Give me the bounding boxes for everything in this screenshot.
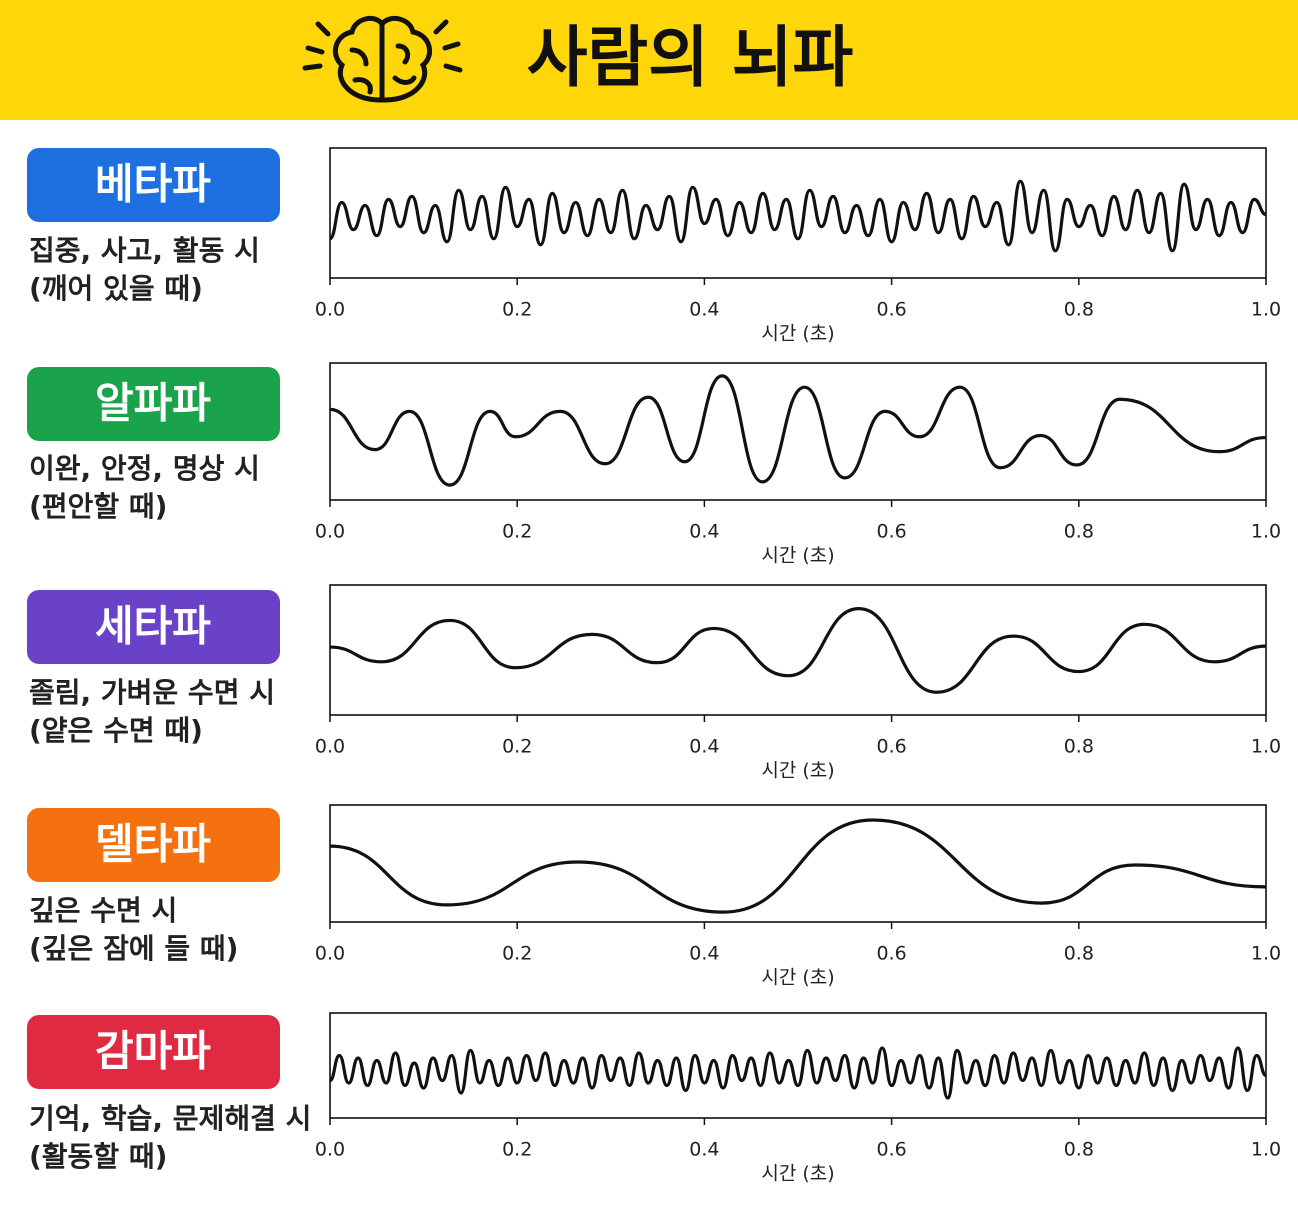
- badge: [27, 148, 280, 222]
- x-tick-label: 0.6: [876, 1139, 906, 1161]
- badge-title: 감마파: [95, 1027, 211, 1076]
- x-tick-label: 0.4: [689, 521, 719, 543]
- description: 졸림, 가벼운 수면 시: [29, 676, 275, 709]
- description: 기억, 학습, 문제해결 시: [29, 1102, 311, 1135]
- description: (편안할 때): [29, 490, 167, 523]
- description: (깨어 있을 때): [29, 272, 203, 305]
- x-axis-label: 시간 (초): [761, 967, 834, 989]
- x-tick-label: 0.2: [502, 521, 532, 543]
- wave-line: [329, 374, 1267, 487]
- x-tick-label: 0.4: [689, 943, 719, 965]
- wave-line: [328, 179, 1267, 253]
- x-tick-label: 1.0: [1251, 1139, 1281, 1161]
- x-axis-label: 시간 (초): [761, 760, 834, 782]
- badge-title: 알파파: [95, 379, 211, 428]
- badge-title: 델타파: [95, 820, 211, 869]
- header-bar: [0, 0, 1298, 120]
- badge: [27, 808, 280, 882]
- x-tick-label: 0.0: [315, 943, 345, 965]
- x-tick-label: 0.2: [502, 1139, 532, 1161]
- x-tick-label: 0.8: [1064, 736, 1094, 758]
- x-tick-label: 0.6: [876, 943, 906, 965]
- plot-frame: [329, 584, 1267, 716]
- description: 집중, 사고, 활동 시: [29, 234, 260, 267]
- x-tick-label: 0.6: [876, 299, 906, 321]
- x-tick-label: 1.0: [1251, 521, 1281, 543]
- x-tick-label: 1.0: [1251, 736, 1281, 758]
- badge: [27, 1015, 280, 1089]
- badge: [27, 367, 280, 441]
- badge-title: 세타파: [95, 602, 211, 651]
- badge-title: 베타파: [95, 160, 211, 209]
- description: (얕은 수면 때): [29, 714, 203, 747]
- wave-line: [329, 818, 1267, 914]
- x-axis-label: 시간 (초): [761, 545, 834, 567]
- x-tick-label: 0.6: [876, 521, 906, 543]
- x-tick-label: 0.2: [502, 299, 532, 321]
- x-tick-label: 0.2: [502, 943, 532, 965]
- brain-icon: [302, 15, 463, 103]
- plot-frame: [329, 1012, 1267, 1119]
- x-tick-label: 0.0: [315, 299, 345, 321]
- plot-frame: [329, 147, 1267, 279]
- wave-line: [329, 607, 1267, 694]
- x-axis-label: 시간 (초): [761, 323, 834, 345]
- x-tick-label: 1.0: [1251, 943, 1281, 965]
- plot-frame: [329, 804, 1267, 923]
- page-title: 사람의 뇌파: [527, 19, 854, 96]
- description: (활동할 때): [29, 1140, 167, 1173]
- x-tick-label: 0.4: [689, 299, 719, 321]
- plot-frame: [329, 362, 1267, 501]
- x-axis-label: 시간 (초): [761, 1163, 834, 1185]
- description: (깊은 잠에 들 때): [29, 932, 238, 965]
- x-tick-label: 0.0: [315, 736, 345, 758]
- description: 깊은 수면 시: [29, 894, 177, 927]
- x-tick-label: 0.2: [502, 736, 532, 758]
- x-tick-label: 0.4: [689, 1139, 719, 1161]
- x-tick-label: 1.0: [1251, 299, 1281, 321]
- x-tick-label: 0.0: [315, 521, 345, 543]
- x-tick-label: 0.8: [1064, 521, 1094, 543]
- x-tick-label: 0.8: [1064, 1139, 1094, 1161]
- x-tick-label: 0.0: [315, 1139, 345, 1161]
- x-tick-label: 0.8: [1064, 943, 1094, 965]
- description: 이완, 안정, 명상 시: [29, 452, 260, 485]
- x-tick-label: 0.4: [689, 736, 719, 758]
- badge: [27, 590, 280, 664]
- x-tick-label: 0.8: [1064, 299, 1094, 321]
- x-tick-label: 0.6: [876, 736, 906, 758]
- wave-line: [329, 1046, 1267, 1100]
